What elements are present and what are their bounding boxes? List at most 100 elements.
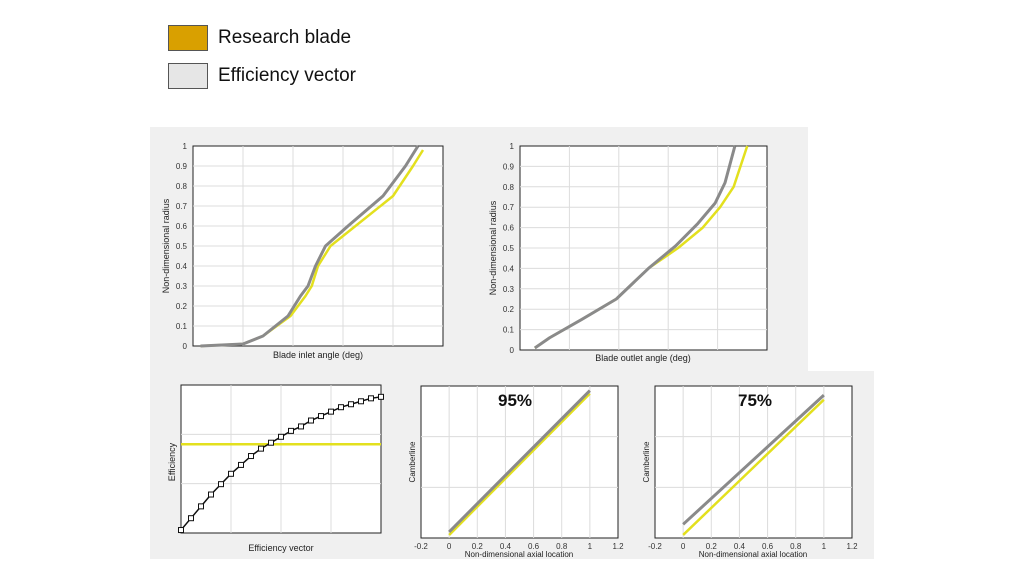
series-lines-outlet	[533, 145, 749, 350]
y-tick-label: 0	[183, 342, 188, 351]
x-tick-label: -0.2	[648, 542, 662, 551]
y-tick-label: 0.3	[176, 282, 188, 291]
efficiency-vector-line	[533, 145, 737, 350]
efficiency-marker	[258, 445, 264, 452]
x-tick-label: 0.8	[556, 542, 568, 551]
markers-efficiency	[178, 393, 384, 534]
x-tick-label: -0.2	[414, 542, 428, 551]
y-tick-label: 0.4	[503, 264, 515, 273]
y-tick-label: 0.2	[503, 305, 515, 314]
efficiency-marker	[358, 398, 364, 405]
x-tick-label: 0.8	[790, 542, 802, 551]
x-ticks-camber95: -0.2 0 0.2 0.4 0.6 0.8 1 1.2	[414, 542, 624, 551]
efficiency-marker	[188, 515, 194, 522]
efficiency-marker	[248, 453, 254, 460]
research-blade-line	[682, 398, 825, 536]
x-tick-label: 0	[681, 542, 686, 551]
x-tick-label: 1	[588, 542, 593, 551]
efficiency-marker	[198, 503, 204, 510]
efficiency-vector-line	[200, 145, 420, 348]
efficiency-marker	[298, 423, 304, 430]
efficiency-marker	[228, 470, 234, 477]
chart-efficiency: Efficiency vector Efficiency	[167, 384, 384, 553]
x-axis-label-camber95: Non-dimensional axial location	[465, 550, 574, 559]
chart-title-camber75: 75%	[738, 391, 772, 410]
legend-swatch-research	[168, 25, 208, 51]
x-axis-label-efficiency: Efficiency vector	[248, 543, 313, 553]
x-tick-label: 0.2	[706, 542, 718, 551]
efficiency-marker	[178, 527, 184, 534]
x-tick-label: 1.2	[846, 542, 858, 551]
y-tick-label: 0.9	[503, 162, 515, 171]
research-blade-line	[448, 392, 591, 536]
series-lines-camber95	[448, 389, 591, 536]
legend-item-research-blade: Research blade	[168, 25, 351, 51]
efficiency-marker	[208, 491, 214, 498]
x-tick-label: 0.4	[734, 542, 746, 551]
y-axis-label-camber75: Camberline	[642, 441, 651, 482]
efficiency-marker	[278, 433, 284, 440]
y-tick-label: 0	[510, 346, 515, 355]
efficiency-marker	[268, 439, 274, 446]
y-tick-label: 0.2	[176, 302, 188, 311]
grid-outlet	[520, 146, 767, 350]
chart-camberline-95: -0.2 0 0.2 0.4 0.6 0.8 1 1.2 95% Non-dimensiona…	[408, 385, 624, 559]
y-tick-label: 0.7	[503, 203, 515, 212]
x-tick-label: 1.2	[612, 542, 624, 551]
x-tick-label: 0	[447, 542, 452, 551]
efficiency-marker	[368, 395, 374, 402]
x-axis-label-inlet: Blade inlet angle (deg)	[273, 350, 363, 360]
y-tick-label: 0.3	[503, 285, 515, 294]
efficiency-marker	[288, 427, 294, 434]
grid-camber95	[421, 386, 618, 538]
y-tick-label: 0.6	[176, 222, 188, 231]
legend-item-efficiency-vector: Efficiency vector	[168, 63, 356, 89]
x-axis-label-camber75: Non-dimensional axial location	[699, 550, 808, 559]
y-tick-label: 0.4	[176, 262, 188, 271]
y-axis-label-efficiency: Efficiency	[167, 442, 177, 481]
legend-swatch-efficiency	[168, 63, 208, 89]
y-tick-label: 0.5	[503, 244, 515, 253]
x-tick-label: 0.6	[528, 542, 540, 551]
efficiency-marker	[328, 408, 334, 415]
chart-title-camber95: 95%	[498, 391, 532, 410]
y-tick-label: 0.8	[176, 182, 188, 191]
x-tick-label: 0.4	[500, 542, 512, 551]
efficiency-marker	[348, 401, 354, 408]
series-lines-inlet	[200, 145, 425, 348]
x-ticks-camber75: -0.2 0 0.2 0.4 0.6 0.8 1 1.2	[648, 542, 858, 551]
y-tick-label: 0.1	[176, 322, 188, 331]
chart-inlet: 0 0.1 0.2 0.3 0.4 0.5 0.6 0.7 0.8 0.9 1 Blade inle…	[161, 142, 444, 360]
y-axis-label-camber95: Camberline	[408, 441, 417, 482]
x-tick-label: 0.6	[762, 542, 774, 551]
efficiency-marker	[238, 461, 244, 468]
y-tick-label: 0.1	[503, 326, 515, 335]
y-ticks-outlet: 0 0.1 0.2 0.3 0.4 0.5 0.6 0.7 0.8 0.9 1	[503, 142, 515, 355]
y-tick-label: 0.9	[176, 162, 188, 171]
y-tick-label: 0.8	[503, 183, 515, 192]
y-tick-label: 1	[183, 142, 188, 151]
y-tick-label: 1	[510, 142, 515, 151]
efficiency-marker	[338, 404, 344, 411]
grid-camber75	[655, 386, 852, 538]
legend-label-efficiency: Efficiency vector	[218, 65, 356, 86]
efficiency-marker	[308, 417, 314, 424]
y-axis-label-outlet: Non-dimensional radius	[488, 200, 498, 295]
y-tick-label: 0.7	[176, 202, 188, 211]
series-lines-camber75	[682, 394, 825, 536]
efficiency-vector-line	[682, 394, 825, 526]
efficiency-marker	[378, 393, 384, 400]
y-tick-label: 0.6	[503, 224, 515, 233]
x-tick-label: 0.2	[472, 542, 484, 551]
x-tick-label: 1	[822, 542, 827, 551]
x-axis-label-outlet: Blade outlet angle (deg)	[595, 353, 691, 363]
legend-label-research: Research blade	[218, 27, 352, 48]
efficiency-marker	[318, 413, 324, 420]
y-tick-label: 0.5	[176, 242, 188, 251]
chart-camberline-75: -0.2 0 0.2 0.4 0.6 0.8 1 1.2 75% Non-dimensiona…	[642, 385, 858, 559]
plot-area-camber75	[654, 385, 853, 539]
chart-outlet: 0 0.1 0.2 0.3 0.4 0.5 0.6 0.7 0.8 0.9 1 Blade outl…	[488, 142, 768, 363]
y-axis-label-inlet: Non-dimensional radius	[161, 198, 171, 293]
efficiency-vector-line	[448, 389, 591, 533]
